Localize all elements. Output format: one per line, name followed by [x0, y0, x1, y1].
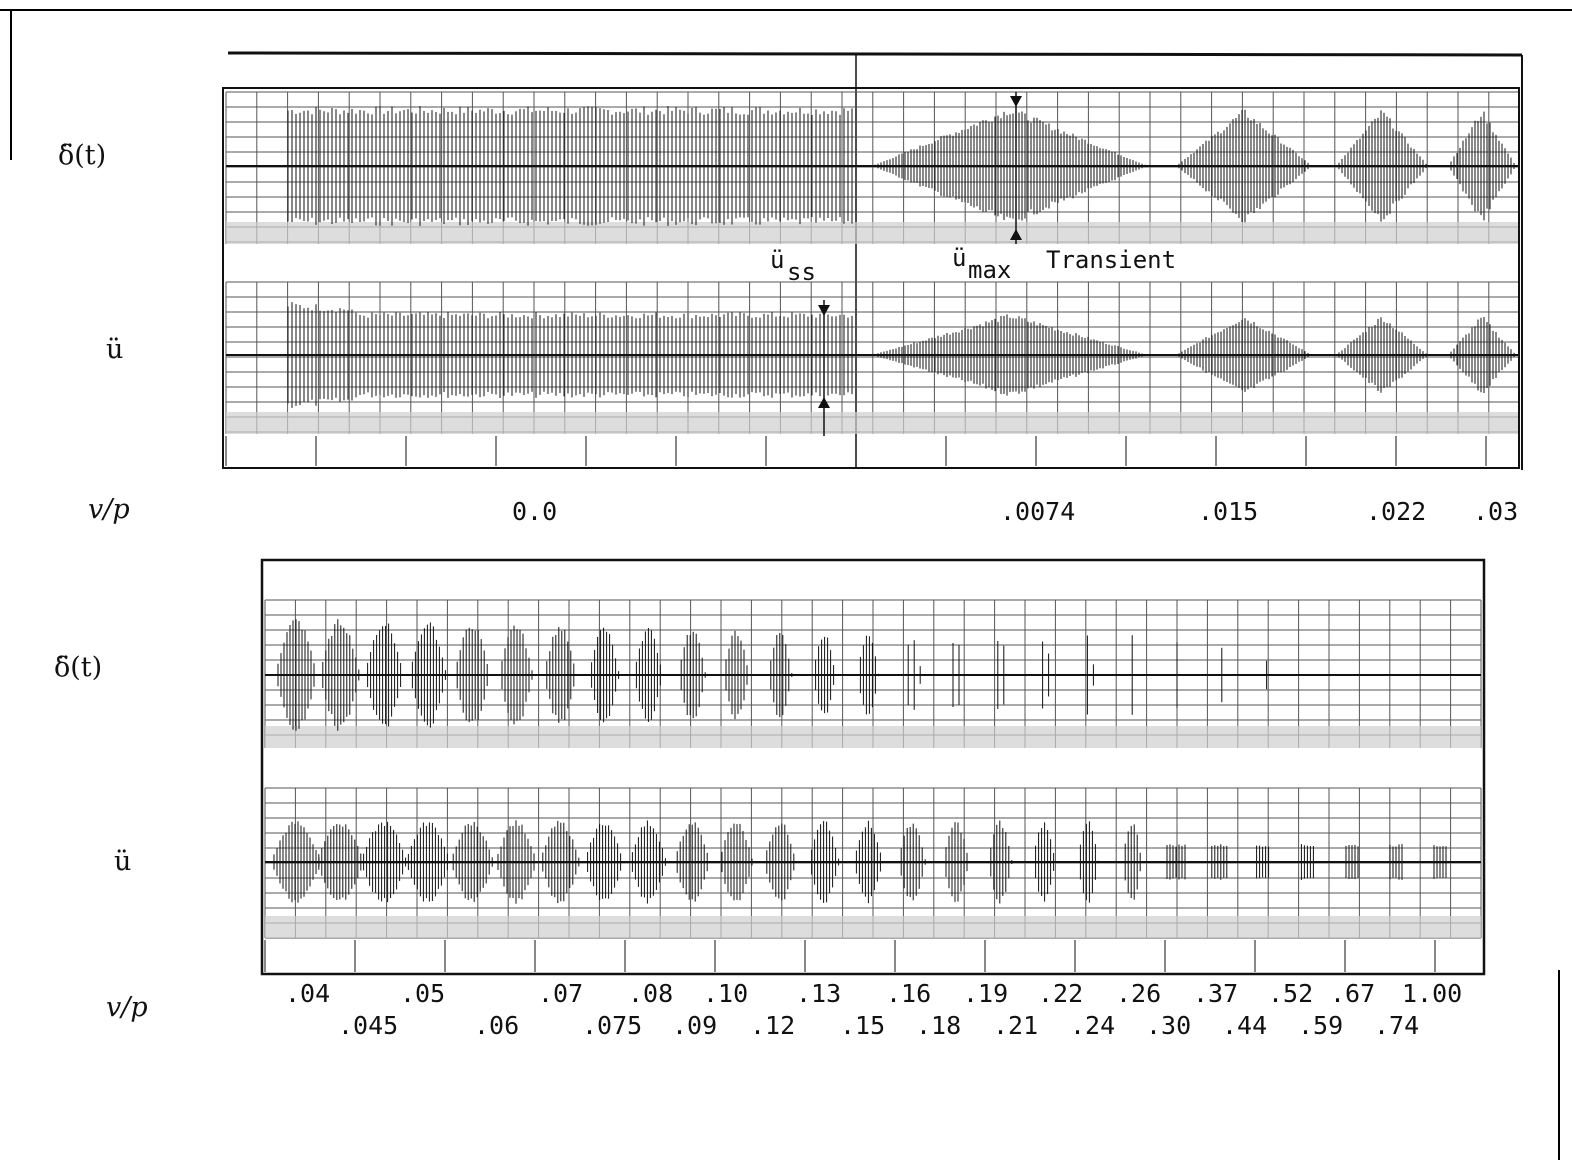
top-tick-label-0: 0.0	[512, 497, 557, 526]
bottom-tick-upper-9: .26	[1116, 979, 1161, 1008]
chart1-u-label: ü	[106, 334, 124, 365]
top-u-grid-shade-band	[226, 412, 1518, 434]
bottom-tick-lower-1: .06	[474, 1011, 519, 1040]
bottom-tick-upper-11: .52	[1268, 979, 1313, 1008]
top-tick-label-1: .0074	[1000, 497, 1075, 526]
top-chart-frame	[222, 87, 1520, 469]
chart2-u-label: ü	[114, 846, 132, 877]
bottom-tick-upper-12: .67	[1330, 979, 1375, 1008]
top-tick-label-4: .03	[1473, 497, 1518, 526]
top-delta-grid-shade-band	[226, 222, 1518, 244]
uss-annotation-sub: ss	[787, 258, 816, 286]
tick-labels: 0.0 .0074 .015 .022 .03 .04 .05 .07 .08 .10 .13 .16…	[285, 497, 1518, 1040]
chart1-row-label: v/p	[88, 494, 130, 525]
bottom-tick-lower-5: .15	[840, 1011, 885, 1040]
bottom-tick-lower-9: .30	[1146, 1011, 1191, 1040]
annotations: ü ss ü max Transient	[770, 244, 1176, 286]
bottom-tick-lower-8: .24	[1070, 1011, 1115, 1040]
top-chart	[222, 51, 1523, 470]
bottom-u-grid-shade-band	[265, 916, 1481, 938]
bottom-tick-upper-4: .10	[703, 979, 748, 1008]
bottom-tick-upper-10: .37	[1193, 979, 1238, 1008]
bottom-delta-grid-shade-band	[265, 726, 1481, 748]
bottom-tick-upper-0: .04	[285, 979, 330, 1008]
bottom-tick-lower-3: .09	[672, 1011, 717, 1040]
top-chart-top-border	[227, 51, 1523, 57]
bottom-tick-upper-13: 1.00	[1402, 979, 1462, 1008]
umax-annotation-sub: max	[968, 256, 1011, 284]
bottom-tick-upper-5: .13	[796, 979, 841, 1008]
bottom-tick-lower-10: .44	[1222, 1011, 1267, 1040]
page-border-right	[1558, 970, 1560, 1160]
umax-arrow-head-bottom	[1010, 229, 1022, 240]
bottom-tick-lower-7: .21	[993, 1011, 1038, 1040]
chart1-delta-label: δ̈(t)	[58, 140, 107, 171]
bottom-tick-upper-3: .08	[628, 979, 673, 1008]
bottom-tick-upper-1: .05	[400, 979, 445, 1008]
page-border-left	[10, 10, 12, 160]
bottom-chart-frame	[260, 558, 1486, 976]
chart2-delta-label: δ̈(t)	[54, 652, 103, 683]
bottom-tick-upper-6: .16	[886, 979, 931, 1008]
bottom-tick-lower-2: .075	[582, 1011, 642, 1040]
uss-arrow-head-bottom	[818, 397, 830, 408]
bottom-tick-lower-6: .18	[916, 1011, 961, 1040]
bottom-tick-lower-11: .59	[1298, 1011, 1343, 1040]
umax-arrow-head-top	[1010, 96, 1022, 107]
transient-annotation: Transient	[1046, 246, 1176, 274]
bottom-tick-upper-2: .07	[538, 979, 583, 1008]
bottom-tick-lower-12: .74	[1374, 1011, 1419, 1040]
bottom-tick-lower-0: .045	[338, 1011, 398, 1040]
chart2-row-label: v/p	[106, 992, 148, 1023]
bottom-tick-upper-8: .22	[1038, 979, 1083, 1008]
top-tick-label-3: .022	[1366, 497, 1426, 526]
page-border-top	[0, 9, 1572, 11]
uss-arrow-head-top	[818, 305, 830, 316]
bottom-tick-upper-7: .19	[963, 979, 1008, 1008]
bottom-tick-lower-4: .12	[750, 1011, 795, 1040]
uss-annotation-base: ü	[770, 246, 784, 274]
top-tick-label-2: .015	[1198, 497, 1258, 526]
umax-annotation-base: ü	[952, 244, 966, 272]
bottom-chart	[260, 558, 1486, 976]
